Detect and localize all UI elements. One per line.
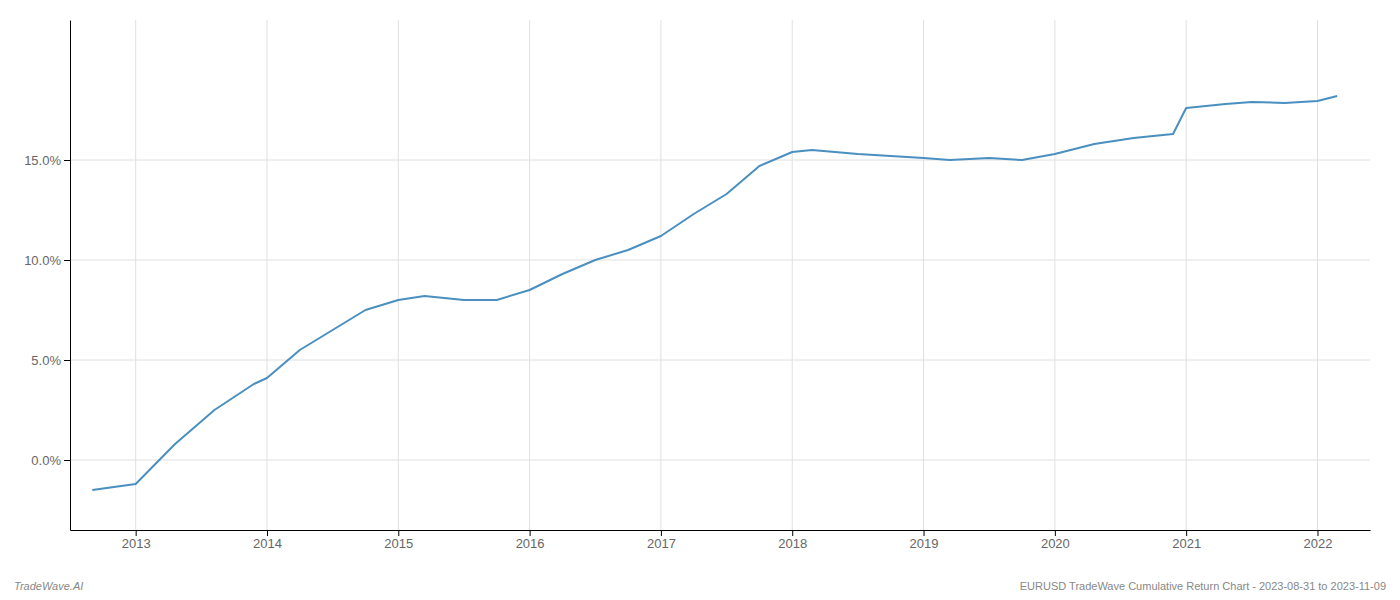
x-tick-mark: [136, 530, 137, 536]
x-tick: 2017: [647, 530, 676, 551]
grid-line-x: [923, 20, 924, 530]
x-tick-label: 2016: [516, 536, 545, 551]
grid-line-y: [70, 160, 1370, 161]
grid-line-x: [792, 20, 793, 530]
grid-line-y: [70, 260, 1370, 261]
x-tick-mark: [267, 530, 268, 536]
grid-line-x: [1317, 20, 1318, 530]
x-tick-label: 2018: [778, 536, 807, 551]
grid-line-x: [135, 20, 136, 530]
plot-area: 2013 2014 2015 2016 2017 2018 2019 2020 2021 2022…: [24, 20, 1370, 551]
x-tick-label: 2014: [253, 536, 282, 551]
x-tick: 2020: [1041, 530, 1070, 551]
x-tick: 2013: [122, 530, 151, 551]
x-tick: 2022: [1304, 530, 1333, 551]
chart: 2013 2014 2015 2016 2017 2018 2019 2020 2021 2022…: [0, 0, 1400, 600]
y-tick-label: 5.0%: [31, 353, 61, 368]
footer: TradeWave.AI EURUSD TradeWave Cumulative …: [14, 580, 1386, 592]
grid: [70, 20, 1370, 530]
x-tick-mark: [924, 530, 925, 536]
y-tick: 15.0%: [24, 153, 70, 168]
x-tick: 2016: [516, 530, 545, 551]
x-tick-mark: [398, 530, 399, 536]
grid-line-x: [398, 20, 399, 530]
y-tick-label: 15.0%: [24, 153, 61, 168]
x-tick-mark: [661, 530, 662, 536]
annotation: TradeWave.AI: [14, 580, 83, 592]
y-tick-label: 10.0%: [24, 253, 61, 268]
annotation: EURUSD TradeWave Cumulative Return Chart…: [1020, 580, 1386, 592]
y-tick: 0.0%: [31, 453, 70, 468]
x-tick: 2014: [253, 530, 282, 551]
y-tick-mark: [64, 160, 70, 161]
grid-line-y: [70, 460, 1370, 461]
y-axis-line: [70, 21, 71, 531]
x-tick-label: 2022: [1304, 536, 1333, 551]
x-tick-label: 2017: [647, 536, 676, 551]
y-tick-label: 0.0%: [31, 453, 61, 468]
x-tick: 2015: [384, 530, 413, 551]
grid-line-y: [70, 360, 1370, 361]
y-tick-mark: [64, 460, 70, 461]
x-tick-label: 2020: [1041, 536, 1070, 551]
grid-line-x: [660, 20, 661, 530]
grid-line-x: [266, 20, 267, 530]
line: [92, 96, 1337, 490]
x-tick-label: 2019: [910, 536, 939, 551]
y-tick-mark: [64, 360, 70, 361]
x-tick-mark: [1317, 530, 1318, 536]
x-tick-label: 2021: [1172, 536, 1201, 551]
y-axis: 0.0% 5.0% 10.0% 15.0%: [24, 21, 70, 531]
x-tick: 2018: [778, 530, 807, 551]
x-tick-mark: [1186, 530, 1187, 536]
grid-line-x: [529, 20, 530, 530]
marks: [92, 96, 1337, 490]
x-tick-label: 2015: [384, 536, 413, 551]
grid-line-x: [1054, 20, 1055, 530]
x-tick-label: 2013: [122, 536, 151, 551]
x-tick-mark: [792, 530, 793, 536]
x-tick-mark: [1055, 530, 1056, 536]
y-tick: 5.0%: [31, 353, 70, 368]
x-tick: 2021: [1172, 530, 1201, 551]
grid-line-x: [1186, 20, 1187, 530]
y-tick-mark: [64, 260, 70, 261]
x-axis-line: [71, 530, 1371, 531]
x-tick: 2019: [910, 530, 939, 551]
x-tick-mark: [530, 530, 531, 536]
y-tick: 10.0%: [24, 253, 70, 268]
x-axis: 2013 2014 2015 2016 2017 2018 2019 2020 2021 2022: [71, 530, 1371, 551]
